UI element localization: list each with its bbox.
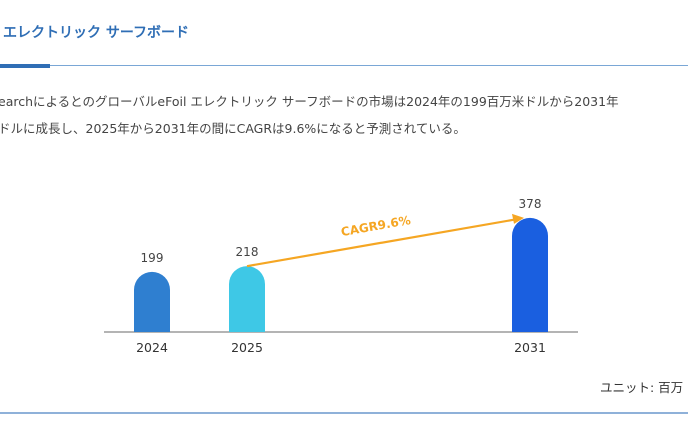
bar-2031 xyxy=(512,217,548,332)
bar-2025 xyxy=(229,266,265,332)
cagr-arrow-line xyxy=(246,218,517,268)
bar-2024 xyxy=(134,271,170,332)
description: earchによるとのグローバルeFoil エレクトリック サーフボードの市場は2… xyxy=(0,88,619,142)
x-tick-2024: 2024 xyxy=(136,340,168,355)
title-divider-accent xyxy=(0,64,50,68)
bottom-divider xyxy=(0,412,688,414)
cagr-annotation: CAGR9.6% xyxy=(340,213,412,239)
page-title: エレクトリック サーフボード xyxy=(3,25,190,41)
cagr-arrowhead xyxy=(512,213,524,224)
data-label-2025: 218 xyxy=(236,245,259,259)
data-label-2024: 199 xyxy=(141,251,164,265)
unit-label: ユニット: 百万 xyxy=(600,380,684,395)
x-tick-2031: 2031 xyxy=(514,340,546,355)
x-tick-2025: 2025 xyxy=(231,340,263,355)
description-line-1: earchによるとのグローバルeFoil エレクトリック サーフボードの市場は2… xyxy=(0,94,619,109)
title-divider xyxy=(0,65,688,66)
data-label-2031: 378 xyxy=(519,197,542,211)
description-line-2: ドルに成長し、2025年から2031年の間にCAGRは9.6%になると予測されて… xyxy=(0,121,466,136)
